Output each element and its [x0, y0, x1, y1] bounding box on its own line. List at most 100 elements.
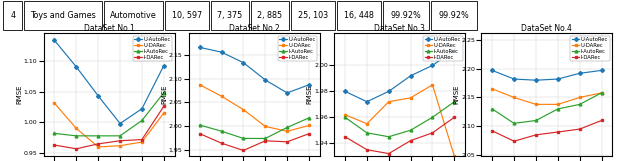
I-AutoRec: [407, 129, 415, 131]
I-AutoRec: [196, 124, 204, 126]
U-DARec: [429, 84, 436, 86]
Line: U-AutoRec: U-AutoRec: [53, 39, 165, 125]
I-AutoRec: [138, 119, 146, 121]
FancyBboxPatch shape: [211, 1, 249, 30]
U-DARec: [341, 114, 349, 116]
U-AutoRec: [305, 84, 313, 86]
FancyBboxPatch shape: [431, 1, 477, 30]
FancyBboxPatch shape: [104, 1, 163, 30]
U-DARec: [385, 101, 392, 103]
U-DARec: [510, 96, 518, 98]
I-AutoRec: [305, 117, 313, 119]
I-DARec: [488, 130, 496, 132]
Line: U-DARec: U-DARec: [198, 83, 310, 133]
I-DARec: [510, 140, 518, 142]
I-AutoRec: [451, 101, 458, 103]
U-AutoRec: [554, 78, 562, 80]
Text: 2, 885: 2, 885: [257, 11, 282, 20]
Y-axis label: RMSE: RMSE: [307, 85, 312, 104]
U-DARec: [94, 146, 102, 148]
FancyBboxPatch shape: [24, 1, 102, 30]
Line: I-DARec: I-DARec: [53, 105, 165, 150]
U-DARec: [160, 112, 168, 114]
I-AutoRec: [116, 135, 124, 137]
I-AutoRec: [554, 108, 562, 110]
U-DARec: [488, 88, 496, 90]
U-AutoRec: [160, 65, 168, 67]
U-DARec: [554, 103, 562, 105]
I-AutoRec: [385, 136, 392, 138]
U-AutoRec: [51, 39, 58, 41]
Line: I-DARec: I-DARec: [198, 132, 310, 152]
U-AutoRec: [138, 108, 146, 110]
U-AutoRec: [284, 92, 291, 94]
U-AutoRec: [385, 90, 392, 92]
U-AutoRec: [532, 79, 540, 81]
Line: U-AutoRec: U-AutoRec: [491, 69, 603, 82]
Line: I-AutoRec: I-AutoRec: [198, 116, 310, 140]
I-DARec: [429, 132, 436, 134]
I-DARec: [116, 140, 124, 142]
U-AutoRec: [239, 62, 247, 64]
FancyBboxPatch shape: [251, 1, 289, 30]
I-DARec: [407, 140, 415, 142]
Text: 7, 375: 7, 375: [218, 11, 243, 20]
U-DARec: [576, 96, 584, 98]
Text: Automotive: Automotive: [110, 11, 157, 20]
I-DARec: [554, 131, 562, 133]
I-DARec: [576, 128, 584, 130]
U-AutoRec: [598, 69, 605, 71]
Line: I-AutoRec: I-AutoRec: [344, 100, 456, 138]
Line: I-DARec: I-DARec: [344, 116, 456, 155]
FancyBboxPatch shape: [291, 1, 335, 30]
U-DARec: [284, 130, 291, 132]
U-AutoRec: [94, 95, 102, 97]
I-DARec: [598, 119, 605, 121]
U-AutoRec: [218, 51, 225, 53]
I-AutoRec: [598, 92, 605, 94]
I-AutoRec: [94, 135, 102, 137]
I-AutoRec: [284, 126, 291, 128]
Text: 4: 4: [10, 11, 15, 20]
I-AutoRec: [510, 122, 518, 124]
Legend: U-AutoRec, U-DARec, I-AutoRec, I-DARec: U-AutoRec, U-DARec, I-AutoRec, I-DARec: [132, 36, 172, 61]
U-DARec: [218, 95, 225, 97]
I-DARec: [363, 149, 371, 151]
I-DARec: [138, 139, 146, 141]
U-AutoRec: [488, 69, 496, 71]
I-AutoRec: [51, 132, 58, 134]
Title: DataSet No.2: DataSet No.2: [229, 24, 280, 33]
U-DARec: [138, 141, 146, 143]
I-DARec: [239, 149, 247, 151]
U-DARec: [598, 92, 605, 94]
U-DARec: [305, 124, 313, 126]
Y-axis label: RMSE: RMSE: [16, 85, 22, 104]
I-DARec: [284, 141, 291, 143]
I-DARec: [94, 143, 102, 145]
I-DARec: [532, 134, 540, 136]
I-DARec: [341, 136, 349, 138]
U-DARec: [451, 155, 458, 157]
U-AutoRec: [341, 90, 349, 92]
U-AutoRec: [262, 79, 269, 81]
U-DARec: [239, 109, 247, 111]
Line: U-AutoRec: U-AutoRec: [344, 48, 456, 103]
I-AutoRec: [72, 135, 80, 137]
Line: I-AutoRec: I-AutoRec: [53, 91, 165, 137]
Legend: U-AutoRec, U-DARec, I-AutoRec, I-DARec: U-AutoRec, U-DARec, I-AutoRec, I-DARec: [423, 36, 463, 61]
Text: 25, 103: 25, 103: [298, 11, 328, 20]
Line: U-DARec: U-DARec: [491, 87, 603, 106]
I-AutoRec: [363, 132, 371, 134]
I-AutoRec: [160, 92, 168, 94]
I-DARec: [51, 144, 58, 146]
I-AutoRec: [239, 137, 247, 139]
I-DARec: [218, 142, 225, 144]
Line: I-DARec: I-DARec: [491, 119, 603, 143]
U-AutoRec: [576, 72, 584, 74]
Text: Toys and Games: Toys and Games: [31, 11, 96, 20]
I-AutoRec: [429, 116, 436, 118]
I-AutoRec: [488, 108, 496, 110]
I-DARec: [451, 116, 458, 118]
Title: DataSet No.4: DataSet No.4: [522, 24, 572, 33]
U-AutoRec: [116, 123, 124, 124]
